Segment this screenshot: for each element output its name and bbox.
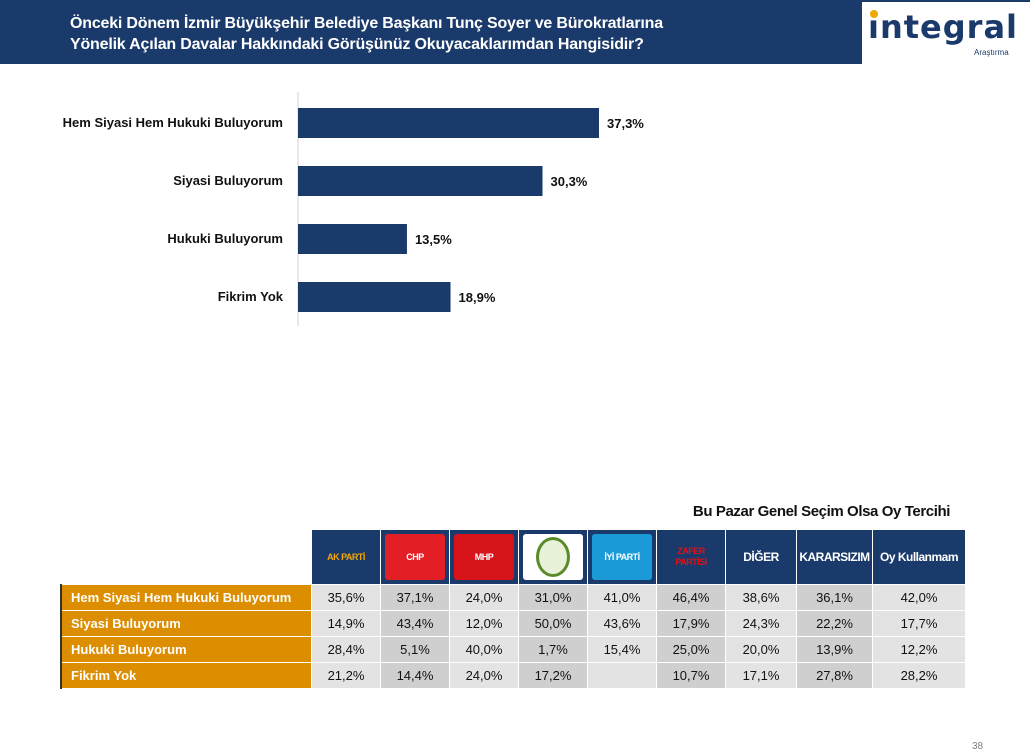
row-label: Fikrim Yok (60, 662, 312, 689)
table-cell: 27,8% (796, 662, 873, 689)
row-label: Hukuki Buluyorum (60, 636, 312, 663)
table-corner (61, 530, 312, 585)
party-header-1: AK PARTİ (311, 529, 381, 585)
table-cell: 10,7% (656, 662, 726, 689)
bar (298, 282, 451, 312)
table-cell: 40,0% (449, 636, 519, 663)
logo-subtitle: Araştırma (974, 48, 1009, 57)
table-cell: 36,1% (796, 584, 873, 611)
table-cell: 1,7% (518, 636, 588, 663)
table-cell: 41,0% (587, 584, 657, 611)
page-title: Önceki Dönem İzmir Büyükşehir Belediye B… (70, 13, 770, 55)
data-label: 13,5% (415, 232, 452, 247)
title-line-2: Yönelik Açılan Davalar Hakkındaki Görüşü… (70, 36, 644, 53)
table-title: Bu Pazar Genel Seçim Olsa Oy Tercihi (692, 503, 951, 520)
column-header: Oy Kullanmam (872, 529, 966, 585)
table-cell: 22,2% (796, 610, 873, 637)
table-cell: 17,1% (725, 662, 797, 689)
column-header: DİĞER (725, 529, 797, 585)
table-cell: 31,0% (518, 584, 588, 611)
integral-logo: ıntegral Araştırma (862, 2, 1030, 64)
table-cell: 17,7% (872, 610, 966, 637)
akp-logo-icon: AK PARTİ (316, 534, 376, 580)
table-cell: 25,0% (656, 636, 726, 663)
data-label: 37,3% (607, 116, 644, 131)
data-label: 18,9% (459, 290, 496, 305)
table-cell: 28,2% (872, 662, 966, 689)
party-header-2: CHP (380, 529, 450, 585)
mhp-logo-icon: MHP (454, 534, 514, 580)
category-label: Hem Siyasi Hem Hukuki Buluyorum (63, 115, 283, 130)
party-logo-text: İYİ PARTİ (604, 551, 640, 562)
table-cell: 5,1% (380, 636, 450, 663)
party-header-6: ZAFER PARTİSİ (656, 529, 726, 585)
crosstab-table: AK PARTİ CHP MHP İYİ PARTİ ZAFER PARTİSİ DİĞE… (60, 529, 966, 689)
party-logo-text: ZAFER PARTİSİ (675, 546, 707, 567)
table-cell: 17,9% (656, 610, 726, 637)
table-cell: 13,9% (796, 636, 873, 663)
category-label: Hukuki Buluyorum (167, 231, 283, 246)
table-cell: 50,0% (518, 610, 588, 637)
logo-text: ıntegral (868, 8, 1018, 46)
table-cell: 20,0% (725, 636, 797, 663)
party-header-4 (518, 529, 588, 585)
table-cell: 24,0% (449, 662, 519, 689)
page-number: 38 (972, 741, 984, 752)
table-cell: 43,6% (587, 610, 657, 637)
zafer-logo-icon: ZAFER PARTİSİ (661, 534, 721, 580)
party-header-3: MHP (449, 529, 519, 585)
table-row: Fikrim Yok 21,2% 14,4% 24,0% 17,2% 10,7% 17,1%… (60, 662, 966, 689)
table-header-row: AK PARTİ CHP MHP İYİ PARTİ ZAFER PARTİSİ DİĞE… (61, 529, 966, 585)
dem-logo-icon (523, 534, 583, 580)
table-cell: 12,0% (449, 610, 519, 637)
table-cell: 24,3% (725, 610, 797, 637)
bar (298, 166, 543, 196)
table-cell: 17,2% (518, 662, 588, 689)
table-cell: 24,0% (449, 584, 519, 611)
table-cell: 12,2% (872, 636, 966, 663)
table-body: Hem Siyasi Hem Hukuki Buluyorum 35,6% 37,1… (60, 584, 966, 689)
leaf-emblem-icon (536, 537, 570, 577)
table-cell: 28,4% (311, 636, 381, 663)
chp-logo-icon: CHP (385, 534, 445, 580)
table-cell: 15,4% (587, 636, 657, 663)
table-cell: 37,1% (380, 584, 450, 611)
bar (298, 224, 407, 254)
header-banner: Önceki Dönem İzmir Büyükşehir Belediye B… (0, 0, 1030, 64)
iyi-logo-icon: İYİ PARTİ (592, 534, 652, 580)
table-cell: 35,6% (311, 584, 381, 611)
table-cell: 43,4% (380, 610, 450, 637)
category-label: Fikrim Yok (218, 289, 284, 304)
party-logo-text: CHP (406, 551, 424, 562)
table-row: Siyasi Buluyorum 14,9% 43,4% 12,0% 50,0% 43,6… (60, 610, 966, 637)
column-header: KARARSIZIM (796, 529, 873, 585)
party-logo-text: MHP (474, 551, 494, 562)
table-row: Hem Siyasi Hem Hukuki Buluyorum 35,6% 37,1… (60, 584, 966, 611)
table-cell: 21,2% (311, 662, 381, 689)
party-header-5: İYİ PARTİ (587, 529, 657, 585)
category-label: Siyasi Buluyorum (173, 173, 283, 188)
table-row: Hukuki Buluyorum 28,4% 5,1% 40,0% 1,7% 15,4% 2… (60, 636, 966, 663)
table-cell: 14,9% (311, 610, 381, 637)
row-label: Siyasi Buluyorum (60, 610, 312, 637)
logo-dot-icon (870, 10, 878, 18)
table-cell: 42,0% (872, 584, 966, 611)
table-cell: 46,4% (656, 584, 726, 611)
row-label: Hem Siyasi Hem Hukuki Buluyorum (60, 584, 312, 611)
table-cell: 38,6% (725, 584, 797, 611)
party-logo-text: AK PARTİ (327, 551, 365, 562)
data-label: 30,3% (551, 174, 588, 189)
table-cell: 14,4% (380, 662, 450, 689)
title-line-1: Önceki Dönem İzmir Büyükşehir Belediye B… (70, 15, 663, 32)
bar-chart: Hem Siyasi Hem Hukuki Buluyorum 37,3% Siya… (63, 92, 644, 326)
bar (298, 108, 599, 138)
table-cell (587, 662, 657, 689)
